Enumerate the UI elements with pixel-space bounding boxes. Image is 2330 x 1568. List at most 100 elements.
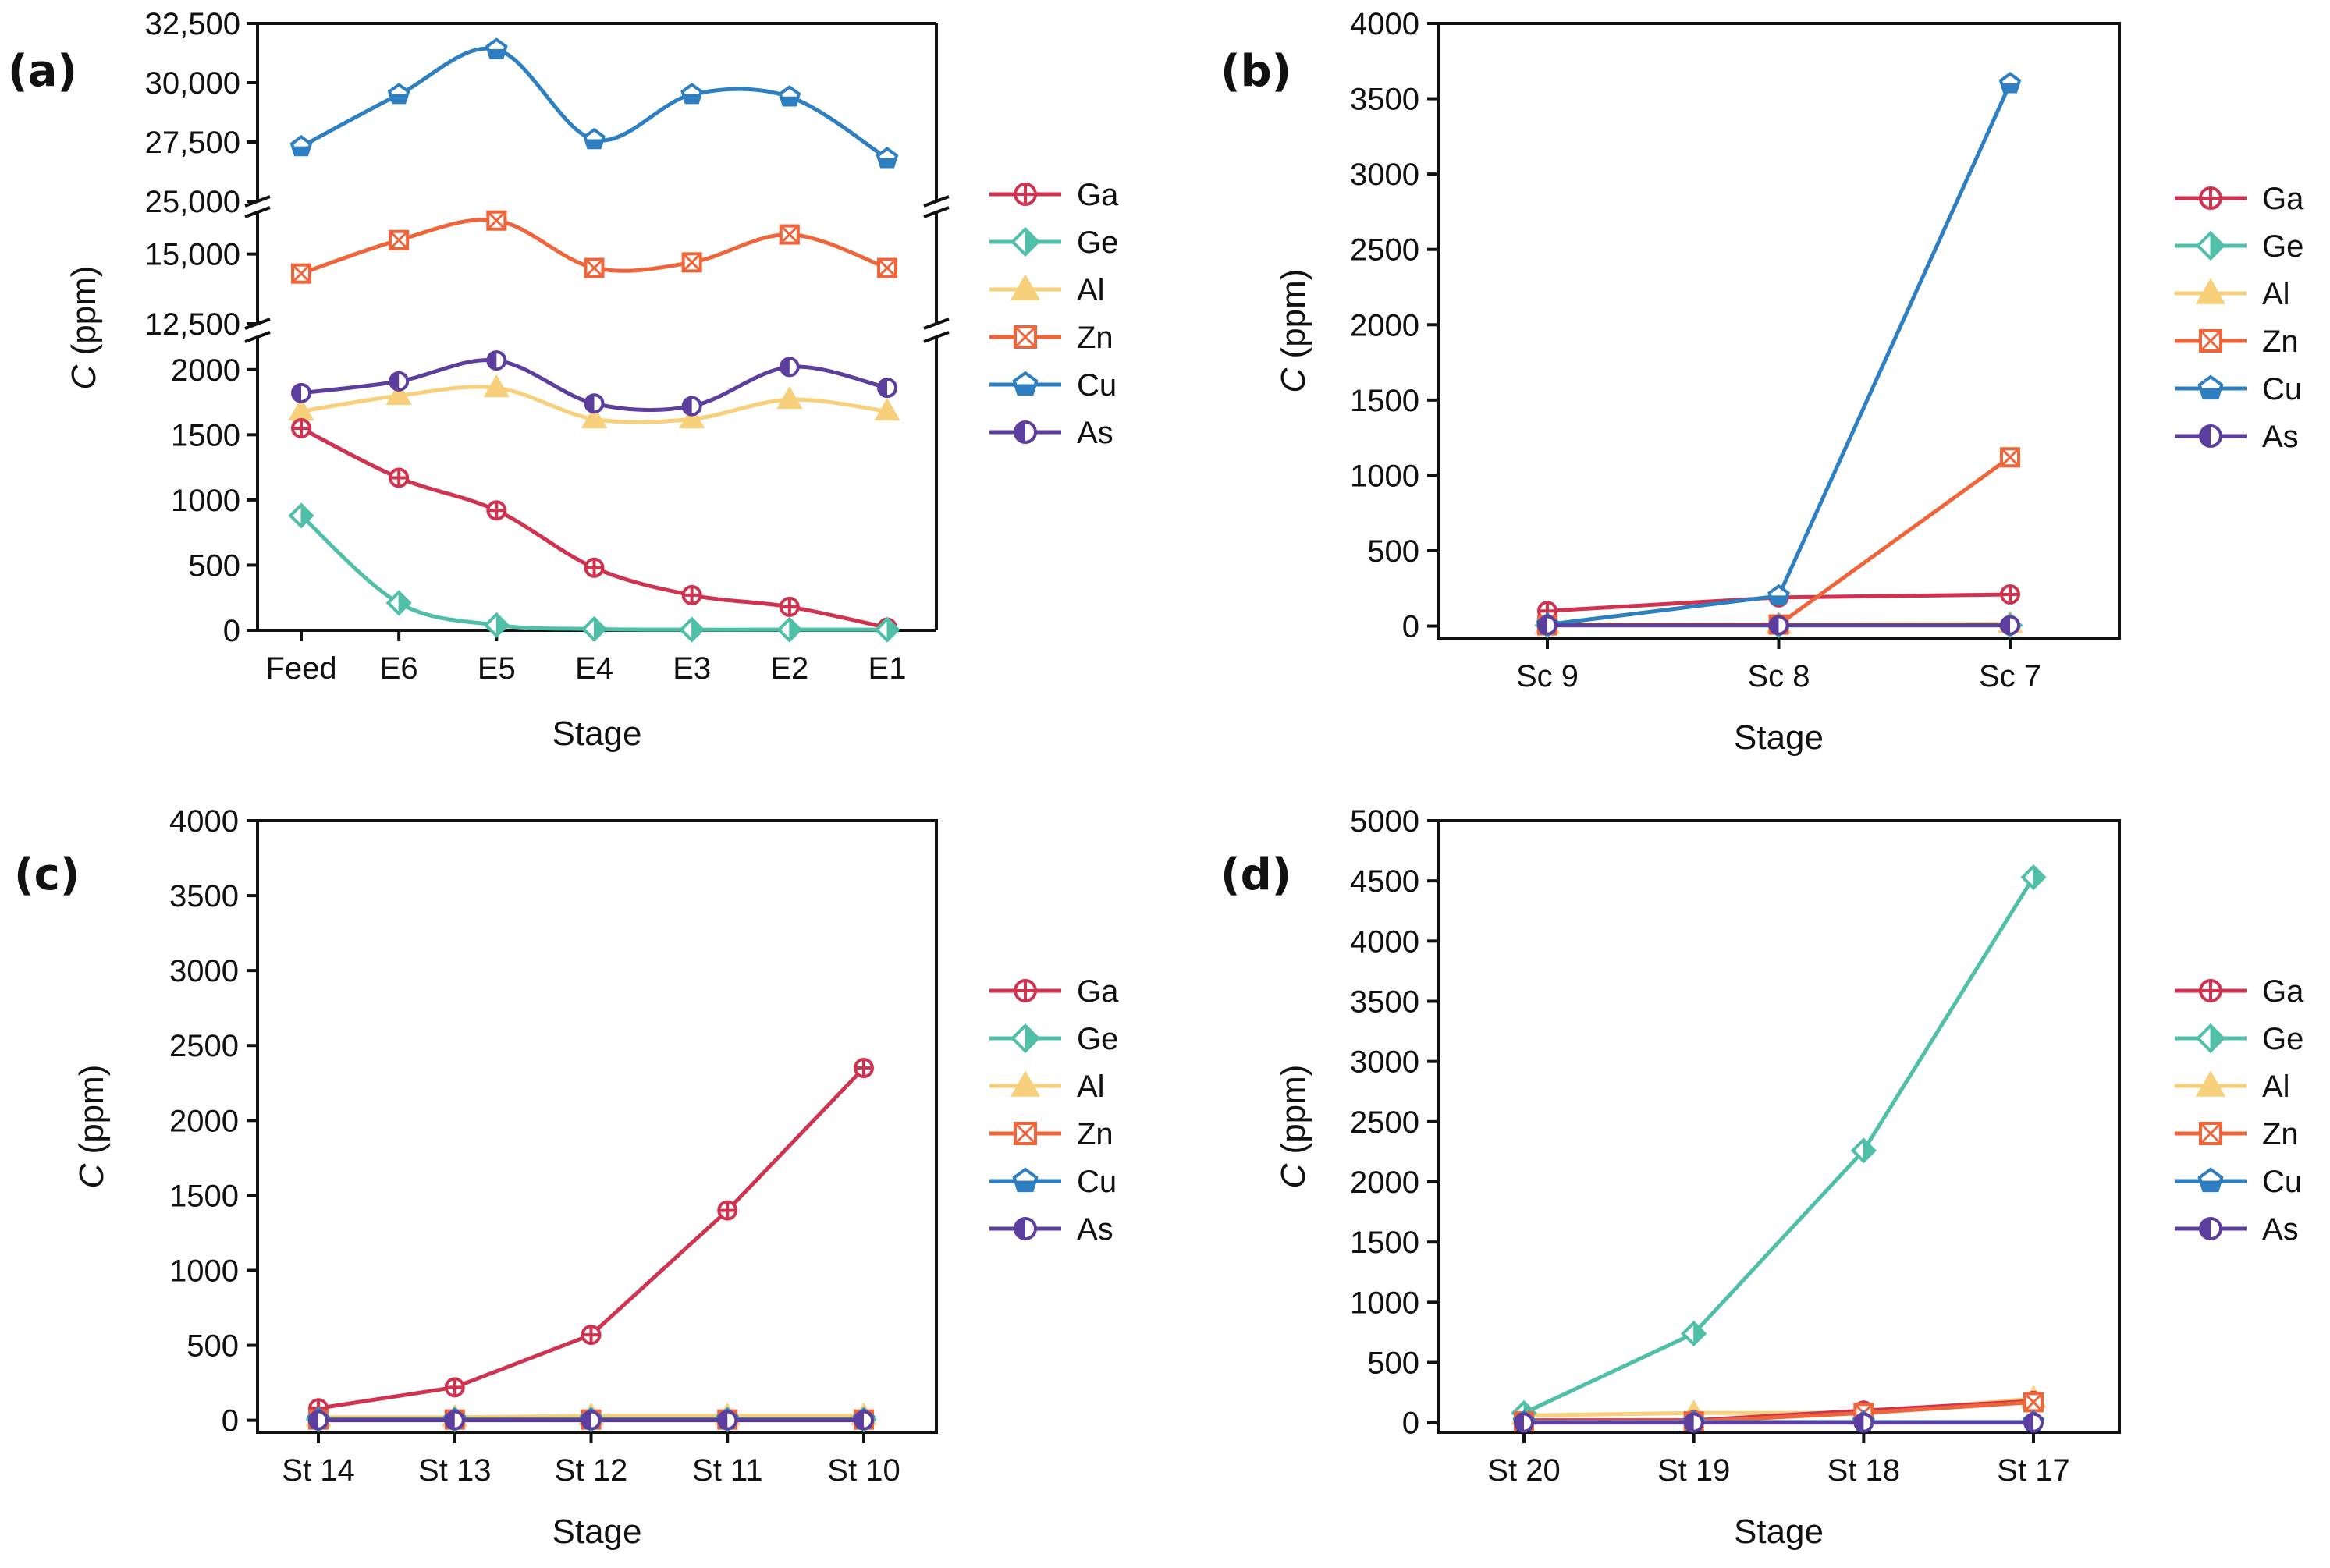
- x-tick-label: Sc 7: [1979, 659, 2041, 694]
- point-ga-0: [291, 417, 311, 438]
- marker-x2: [780, 225, 799, 244]
- panel-a-legend-item-ga: Ga: [989, 178, 1119, 212]
- y-tick-label: 1000: [1350, 459, 1419, 493]
- legend-label: Al: [2262, 277, 2290, 311]
- marker-circle-half: [1015, 422, 1025, 442]
- point-cu-6: [876, 147, 899, 169]
- legend-marker: [1014, 325, 1037, 349]
- point-al-6: [874, 398, 900, 421]
- marker-pentagon-half: [779, 94, 800, 105]
- marker-x2: [682, 253, 701, 272]
- panel-b-legend-item-as: As: [2175, 420, 2299, 454]
- panel-c-legend-item-ga: Ga: [989, 974, 1119, 1009]
- marker-circle-half: [293, 384, 301, 402]
- point-as-1: [1768, 615, 1789, 636]
- panel-a-legend-item-al: Al: [989, 273, 1105, 307]
- point-zn-2: [2000, 447, 2020, 468]
- point-ge-3: [581, 615, 608, 642]
- x-tick-label: St 19: [1657, 1453, 1730, 1488]
- panel-c-legend-item-as: As: [989, 1212, 1113, 1247]
- legend-marker: [2195, 1070, 2226, 1097]
- marker-x2: [2199, 329, 2222, 353]
- marker-triangle: [581, 406, 608, 429]
- y-tick-label: 3000: [1350, 1045, 1419, 1080]
- legend-label: Cu: [1077, 368, 1117, 403]
- y-tick-label: 4000: [1350, 7, 1419, 41]
- point-as-2: [581, 1410, 602, 1431]
- marker-x2: [1014, 1122, 1037, 1145]
- point-cu-1: [1767, 584, 1790, 606]
- y-tick-label: 27,500: [145, 126, 240, 160]
- point-zn-3: [2023, 1392, 2044, 1413]
- marker-pentagon-half: [2000, 80, 2020, 92]
- x-tick-label: E4: [575, 651, 613, 686]
- marker-diamond-half: [2210, 1024, 2224, 1052]
- y-tick-label: 2000: [1350, 308, 1419, 342]
- panel-a-legend-item-ge: Ge: [989, 225, 1118, 260]
- point-cu-5: [778, 85, 801, 107]
- point-as-2: [2000, 615, 2020, 636]
- panel-b-legend-item-al: Al: [2175, 277, 2290, 311]
- y-tick-label: 0: [1402, 610, 1419, 644]
- y-tick-label: 15,000: [145, 238, 240, 272]
- legend-marker: [1014, 420, 1037, 444]
- marker-circle-half: [2200, 1219, 2211, 1239]
- x-tick-label: E3: [673, 651, 711, 686]
- marker-triangle: [1010, 1070, 1041, 1097]
- marker-x2: [584, 258, 604, 278]
- x-tick-label: St 20: [1487, 1453, 1560, 1488]
- point-al-1: [385, 381, 412, 406]
- legend-marker: [2195, 1023, 2226, 1054]
- point-ge-1: [385, 590, 412, 616]
- marker-pentagon-half: [1768, 592, 1789, 605]
- marker-circle-half: [446, 1411, 455, 1429]
- point-as-0: [308, 1410, 329, 1431]
- axis-break-mark: [923, 206, 950, 218]
- point-cu-1: [387, 83, 410, 105]
- panel-b-frame: [1437, 22, 2121, 640]
- point-al-2: [483, 374, 510, 398]
- y-tick-label: 500: [188, 548, 240, 583]
- point-zn-4: [681, 252, 702, 273]
- point-cu-2: [1998, 72, 2022, 94]
- panel-d-legend-item-ga: Ga: [2175, 974, 2304, 1009]
- marker-diamond-half: [495, 613, 508, 637]
- axis-break-mark: [244, 206, 271, 218]
- legend-label: Cu: [2262, 372, 2302, 406]
- axis-break-mark: [923, 318, 950, 330]
- y-tick-label: 3500: [1350, 83, 1419, 117]
- marker-circle-half: [2001, 616, 2010, 634]
- y-tick-label: 0: [222, 1404, 239, 1439]
- legend-label: Ga: [2262, 182, 2304, 216]
- panel-d-frame: [1437, 819, 2121, 1434]
- legend-marker: [2195, 278, 2226, 304]
- legend-label: As: [1077, 416, 1113, 450]
- point-ga-4: [681, 584, 702, 605]
- y-tick-label: 500: [1367, 534, 1419, 569]
- point-as-2: [486, 350, 507, 371]
- marker-pentagon-half: [1013, 1177, 1037, 1191]
- point-zn-5: [779, 224, 800, 245]
- legend-label: Al: [1077, 1070, 1105, 1104]
- panel-d-xlabel: Stage: [1734, 1513, 1824, 1551]
- point-as-4: [681, 396, 702, 417]
- point-ge-4: [679, 616, 705, 643]
- marker-x2: [291, 264, 311, 283]
- y-tick-label: 500: [1367, 1346, 1419, 1380]
- marker-pentagon-half: [877, 155, 897, 167]
- legend-label: As: [2262, 1212, 2299, 1247]
- point-ge-1: [1681, 1320, 1707, 1347]
- panel-b-label: (b): [1220, 46, 1291, 97]
- marker-triangle: [385, 381, 412, 406]
- panel-b: 0 500 1000 1500 2000 2500 3000 3500 4000 Sc 9 Sc 8…: [1274, 7, 2304, 757]
- x-tick-label: E2: [770, 651, 808, 686]
- point-ga-3: [584, 557, 605, 578]
- x-tick-label: St 14: [282, 1453, 354, 1488]
- axis-break-mark: [244, 331, 271, 343]
- marker-diamond-half: [1025, 228, 1039, 256]
- marker-diamond-half: [2033, 865, 2045, 889]
- point-cu-3: [583, 127, 606, 150]
- legend-label: Cu: [1077, 1165, 1117, 1199]
- y-tick-label: 3000: [1350, 158, 1419, 192]
- marker-circle-half: [2025, 1414, 2033, 1431]
